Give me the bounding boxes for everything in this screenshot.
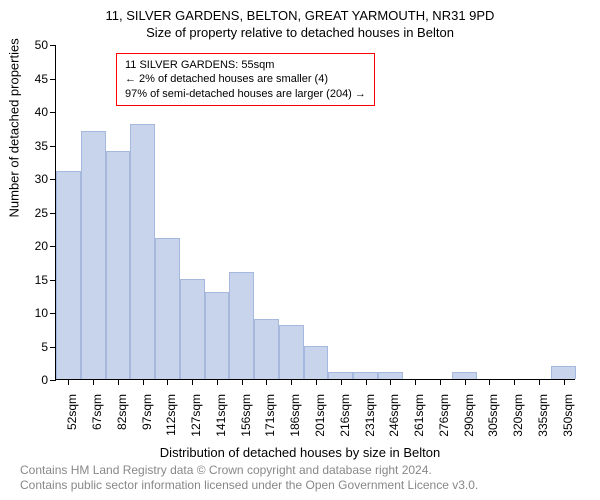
bar	[56, 171, 81, 379]
chart-container: 11, SILVER GARDENS, BELTON, GREAT YARMOU…	[0, 0, 600, 500]
plot-area: 11 SILVER GARDENS: 55sqm ← 2% of detache…	[55, 45, 575, 380]
bar	[106, 151, 131, 379]
x-tick-label: 156sqm	[239, 394, 253, 437]
y-tick	[50, 79, 56, 80]
x-tick-label: 112sqm	[164, 394, 178, 436]
x-tick-label: 97sqm	[140, 394, 154, 430]
x-tick	[242, 379, 243, 385]
x-tick-label: 290sqm	[462, 394, 476, 437]
x-tick-label: 350sqm	[561, 394, 575, 437]
x-axis-title: Distribution of detached houses by size …	[0, 445, 600, 460]
x-tick	[415, 379, 416, 385]
y-tick-label: 15	[35, 273, 48, 287]
x-tick-label: 305sqm	[486, 394, 500, 437]
info-line-2: ← 2% of detached houses are smaller (4)	[125, 72, 366, 86]
y-axis-title: Number of detached properties	[7, 38, 22, 217]
x-tick	[143, 379, 144, 385]
footer: Contains HM Land Registry data © Crown c…	[20, 463, 478, 494]
y-tick	[50, 112, 56, 113]
bar	[279, 325, 304, 379]
info-box: 11 SILVER GARDENS: 55sqm ← 2% of detache…	[116, 53, 375, 106]
y-tick-label: 50	[35, 38, 48, 52]
y-tick-label: 45	[35, 72, 48, 86]
x-tick-label: 141sqm	[214, 394, 228, 437]
y-tick-label: 25	[35, 206, 48, 220]
x-tick-label: 186sqm	[288, 394, 302, 437]
bar	[155, 238, 180, 379]
y-tick-label: 40	[35, 105, 48, 119]
x-tick-label: 171sqm	[263, 394, 277, 437]
bar	[180, 279, 205, 380]
x-tick-label: 52sqm	[65, 394, 79, 430]
bar	[130, 124, 155, 379]
x-tick-label: 201sqm	[313, 394, 327, 437]
y-tick-label: 5	[41, 340, 48, 354]
info-line-3: 97% of semi-detached houses are larger (…	[125, 87, 366, 101]
y-tick-label: 30	[35, 172, 48, 186]
y-tick	[50, 380, 56, 381]
page-title: 11, SILVER GARDENS, BELTON, GREAT YARMOU…	[0, 0, 600, 23]
x-tick	[564, 379, 565, 385]
y-tick	[50, 146, 56, 147]
y-tick-label: 35	[35, 139, 48, 153]
bar	[304, 346, 329, 380]
bar	[229, 272, 254, 379]
x-tick-label: 127sqm	[189, 394, 203, 437]
bar	[254, 319, 279, 379]
x-tick	[366, 379, 367, 385]
x-tick	[489, 379, 490, 385]
bar	[328, 372, 353, 379]
x-tick-label: 231sqm	[363, 394, 377, 437]
x-tick	[440, 379, 441, 385]
x-tick	[167, 379, 168, 385]
x-tick	[539, 379, 540, 385]
info-line-1: 11 SILVER GARDENS: 55sqm	[125, 58, 366, 72]
x-tick	[316, 379, 317, 385]
x-tick	[118, 379, 119, 385]
x-tick	[390, 379, 391, 385]
y-tick-label: 0	[41, 373, 48, 387]
bar	[551, 366, 576, 379]
chart-subtitle: Size of property relative to detached ho…	[0, 23, 600, 40]
x-tick	[93, 379, 94, 385]
x-tick	[514, 379, 515, 385]
x-tick	[465, 379, 466, 385]
footer-line-1: Contains HM Land Registry data © Crown c…	[20, 463, 478, 479]
x-tick	[266, 379, 267, 385]
bar	[452, 372, 477, 379]
bar	[205, 292, 230, 379]
x-tick-label: 246sqm	[387, 394, 401, 437]
x-tick-label: 67sqm	[90, 394, 104, 430]
x-tick	[291, 379, 292, 385]
x-tick	[68, 379, 69, 385]
x-tick	[192, 379, 193, 385]
y-tick-label: 20	[35, 239, 48, 253]
x-tick-label: 276sqm	[437, 394, 451, 437]
x-tick-label: 216sqm	[338, 394, 352, 437]
x-tick	[341, 379, 342, 385]
x-tick	[217, 379, 218, 385]
footer-line-2: Contains public sector information licen…	[20, 478, 478, 494]
x-tick-label: 335sqm	[536, 394, 550, 437]
y-tick-label: 10	[35, 306, 48, 320]
bar	[353, 372, 378, 379]
y-tick	[50, 45, 56, 46]
x-tick-label: 261sqm	[412, 394, 426, 437]
x-tick-label: 82sqm	[115, 394, 129, 430]
bar	[378, 372, 403, 379]
bar	[81, 131, 106, 379]
x-tick-label: 320sqm	[511, 394, 525, 437]
